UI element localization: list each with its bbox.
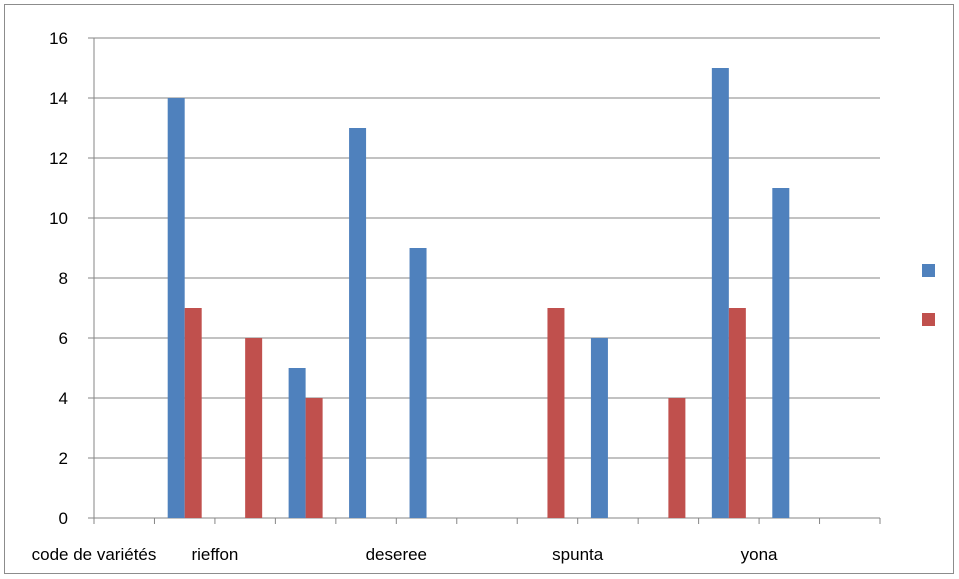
y-tick-labels: 0 2 4 6 8 10 12 14 16 [49, 29, 68, 528]
legend-swatch-series-2 [922, 313, 935, 326]
bar-series-2 [728, 308, 746, 518]
bar-series-2 [305, 398, 323, 518]
y-tick-label: 6 [59, 329, 68, 348]
y-tick-label: 16 [49, 29, 68, 48]
x-category-label: code de variétés [32, 545, 157, 564]
bar-series-1 [167, 98, 185, 518]
bar-series-1 [711, 68, 729, 518]
bars [167, 68, 790, 518]
legend [922, 264, 935, 326]
x-category-label: deseree [366, 545, 427, 564]
x-category-label: yona [741, 545, 778, 564]
x-category-labels: code de variétés rieffon deseree spunta yona [32, 545, 778, 564]
bar-series-1 [288, 368, 306, 518]
bar-series-2 [245, 338, 263, 518]
axes [88, 37, 881, 524]
bar-series-1 [349, 128, 367, 518]
y-tick-label: 10 [49, 209, 68, 228]
x-category-label: spunta [552, 545, 604, 564]
y-tick-label: 14 [49, 89, 68, 108]
bar-series-2 [547, 308, 565, 518]
bar-series-2 [668, 398, 686, 518]
chart-frame [4, 4, 954, 574]
y-tick-label: 2 [59, 449, 68, 468]
y-tick-label: 8 [59, 269, 68, 288]
bar-series-1 [409, 248, 427, 518]
y-tick-label: 4 [59, 389, 68, 408]
x-category-label: rieffon [191, 545, 238, 564]
bar-series-1 [772, 188, 790, 518]
y-tick-label: 0 [59, 509, 68, 528]
bar-series-2 [184, 308, 202, 518]
y-tick-label: 12 [49, 149, 68, 168]
gridlines [94, 37, 880, 459]
bar-series-1 [590, 338, 608, 518]
legend-swatch-series-1 [922, 264, 935, 277]
